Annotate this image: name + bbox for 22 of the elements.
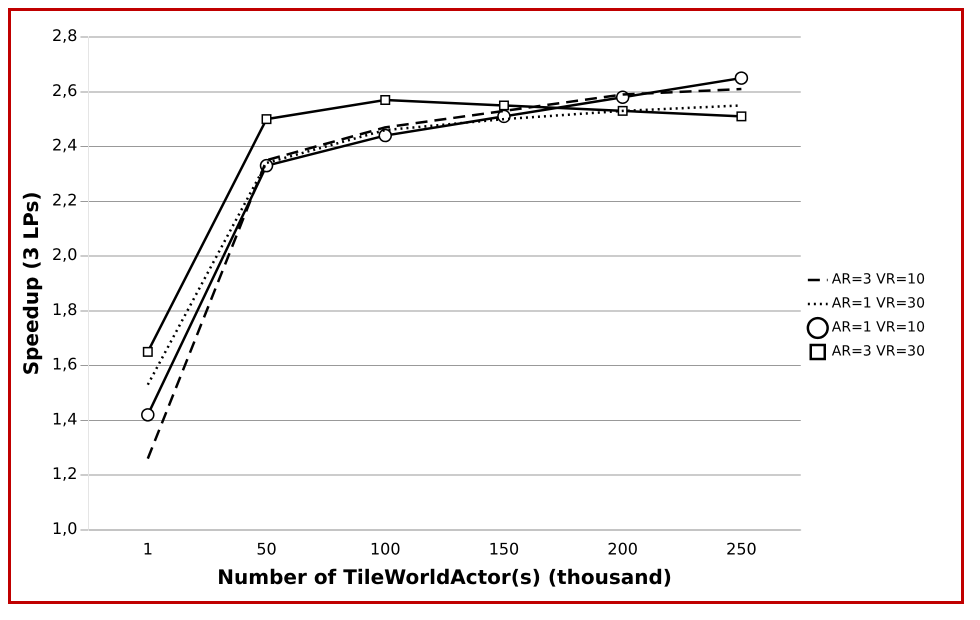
y-tick-label: 2,0	[52, 245, 78, 264]
y-tick-label: 1,0	[52, 518, 78, 538]
x-tick-label: 250	[726, 540, 757, 559]
y-tick-label: 2,6	[52, 80, 78, 100]
x-tick-label: 150	[488, 540, 520, 559]
x-tick-label: 50	[256, 540, 277, 559]
y-tick-label: 1,6	[52, 354, 78, 374]
y-axis-title: Speedup (3 LPs)	[19, 191, 44, 376]
legend-label: AR=1 VR=30	[832, 296, 926, 312]
x-tick-label: 1	[142, 540, 153, 559]
x-axis-title: Number of TileWorldActor(s) (thousand)	[217, 565, 672, 590]
y-tick-label: 1,2	[52, 464, 78, 484]
y-tick-label: 2,4	[52, 136, 78, 155]
y-tick-label: 1,4	[52, 409, 78, 428]
legend-label: AR=3 VR=10	[832, 272, 926, 288]
legend-label: AR=3 VR=30	[832, 344, 926, 360]
y-tick-label: 2,2	[52, 190, 78, 210]
y-tick-label: 2,8	[52, 26, 78, 46]
x-tick-label: 200	[607, 540, 638, 559]
x-tick-label: 100	[370, 540, 401, 559]
legend-label: AR=1 VR=10	[832, 320, 926, 336]
y-tick-label: 1,8	[52, 300, 78, 319]
